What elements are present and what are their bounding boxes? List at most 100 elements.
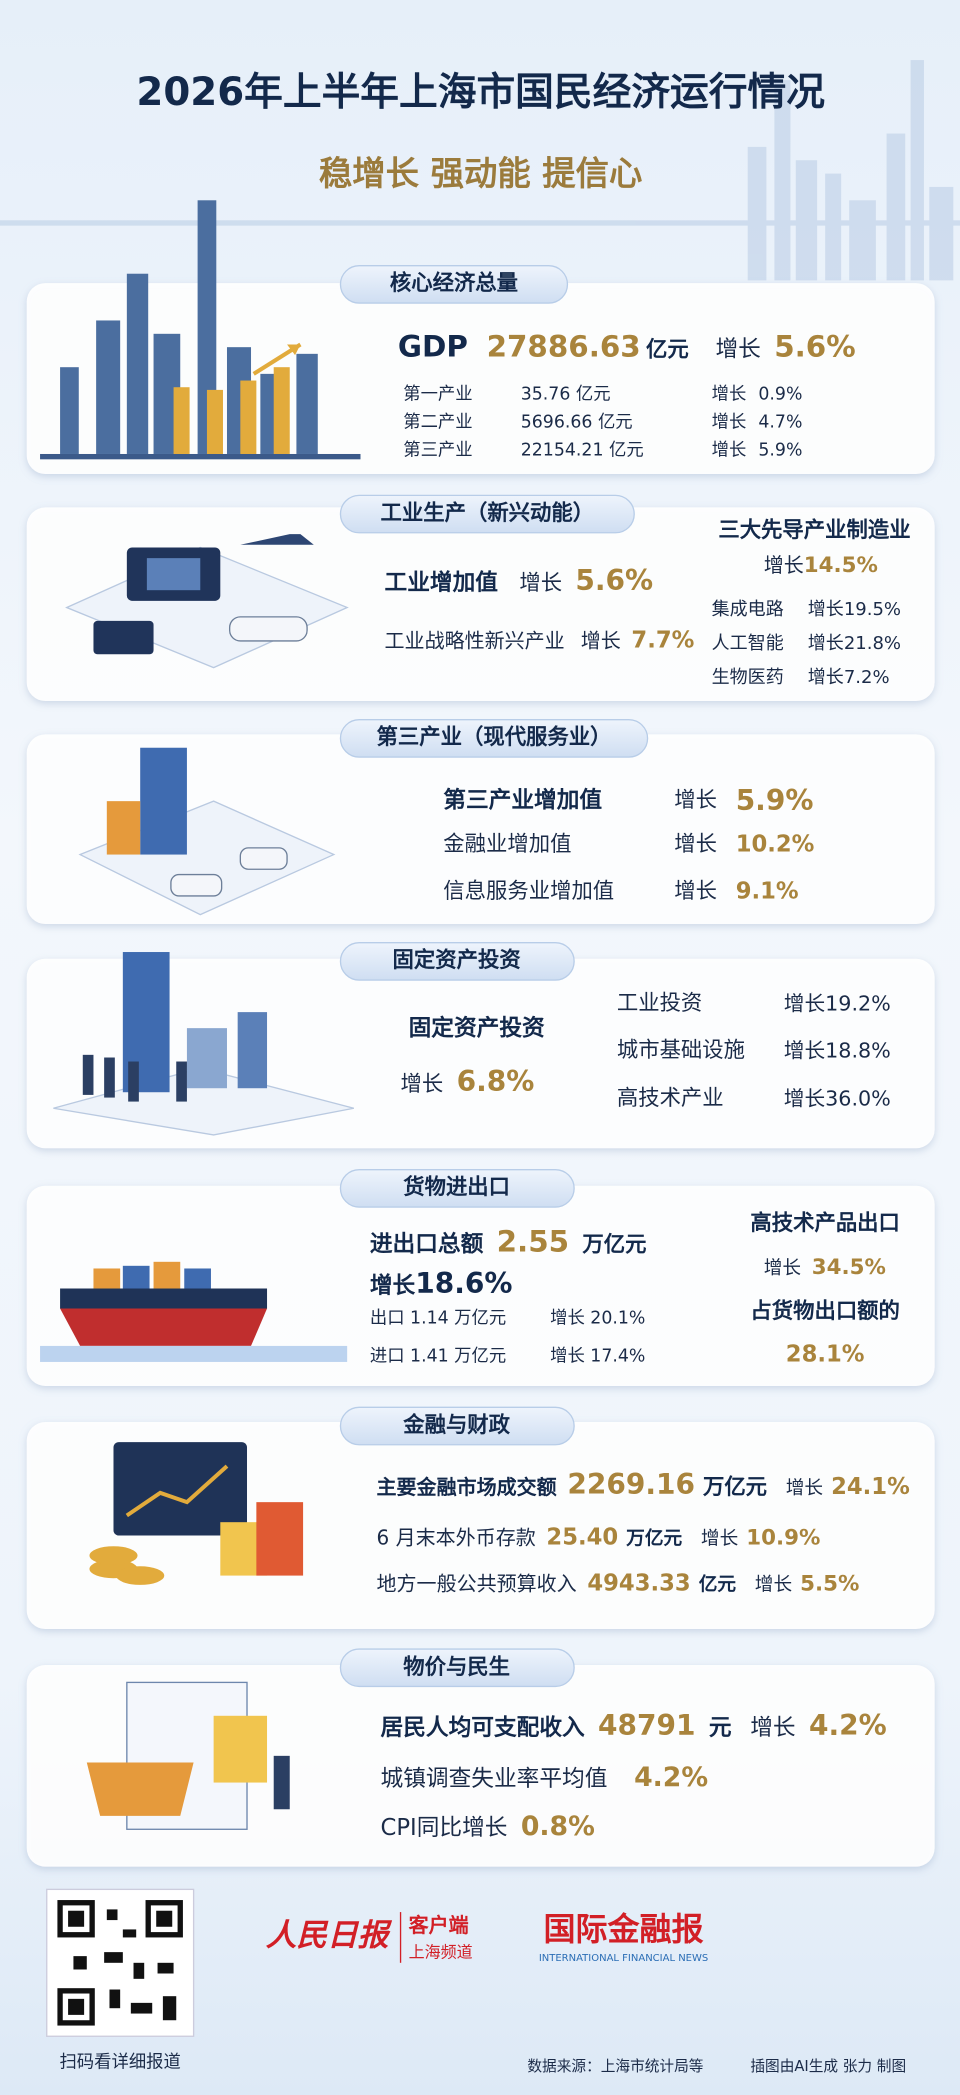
share-label: 占货物出口额的 [750,1299,900,1325]
trade-total-row: 进出口总额 2.55 万亿元 [370,1224,647,1259]
text: 5.5% [800,1570,860,1596]
text: 工业增加值 [384,569,498,596]
gdp-growth: 5.6% [774,329,856,364]
finance-row: 主要金融市场成交额 2269.16 万亿元 增长 24.1% [377,1468,910,1502]
skyline [0,60,960,281]
logo-people-daily: 人民日报 [265,1917,389,1954]
illustration-services [78,747,336,916]
text: 主要金融市场成交额 [376,1474,557,1499]
illustration-city [40,200,361,460]
text: 6.8% [456,1064,535,1098]
text: 增长 [369,1273,416,1300]
text: 10.9% [746,1525,821,1551]
text: 工业战略性新兴产业 [384,628,565,653]
section-tab: 物价与民生 [403,1654,511,1680]
logo-channel: 上海频道 [408,1942,473,1962]
text: 4.2% [808,1709,887,1743]
leading-growth: 增长21.8% [807,633,902,655]
section-tab: 固定资产投资 [392,948,521,974]
page-subtitle: 稳增长 强动能 提信心 [318,153,643,193]
growth-label: 增长 [674,832,717,858]
text: 14.5% [803,553,878,579]
text: 4943.33 [587,1569,691,1596]
investment-item: 城市基础设施 [616,1038,746,1064]
leading-growth: 增长7.2% [807,667,890,689]
text: 居民人均可支配收入 [380,1715,585,1742]
service-growth: 9.1% [735,878,799,905]
cpi-row: CPI同比增长 0.8% [381,1811,595,1843]
section-tab: 货物进出口 [403,1175,511,1201]
credit: 插图由AI生成 张力 制图 [750,2058,907,2076]
value-added-row: 工业增加值 增长 5.6% [385,564,654,598]
trade-item: 出口 1.14 万亿元 [369,1308,507,1329]
growth-label: 增长 [715,336,761,363]
text: 48791 [598,1709,696,1743]
text: 增长 [750,1715,796,1742]
logo-ifn-en: INTERNATIONAL FINANCIAL NEWS [538,1952,709,1964]
text: 4.2% [634,1762,709,1794]
text: 万亿元 [582,1232,647,1258]
unemployment-row: 城镇调查失业率平均值 4.2% [381,1762,709,1794]
strategic-row: 工业战略性新兴产业 增长 7.7% [385,627,695,654]
illustration-finance [89,1442,304,1585]
service-label: 金融业增加值 [443,832,572,858]
data-source: 数据来源：上海市统计局等 [527,2058,704,2076]
trade-growth: 增长 17.4% [550,1346,646,1367]
leading-label: 生物医药 [711,667,784,689]
investment-item: 工业投资 [616,991,703,1017]
growth-label: 增长 [674,879,717,905]
sector-label: 第二产业 [403,412,473,433]
sector-label: 第三产业 [403,440,473,461]
text: 5.6% [575,563,654,597]
illustration-livelihood [86,1681,290,1830]
text: 增长 [754,1573,793,1595]
sector-value: 22154.21 亿元 [520,440,644,461]
leading-label: 集成电路 [711,599,784,621]
trade-growth: 增长 20.1% [550,1308,646,1329]
section-tab: 工业生产（新兴动能） [380,501,595,527]
text: 增长 [763,553,804,578]
text: 万亿元 [702,1474,768,1500]
sector-growth: 4.7% [758,412,803,433]
income-row: 居民人均可支配收入 48791 元增长 4.2% [381,1710,887,1744]
sector-growth: 5.9% [758,440,803,461]
text: 34.5% [811,1255,886,1281]
text: 增长 [580,628,621,653]
growth-label: 增长 [674,788,717,814]
growth-label: 增长 [711,440,747,461]
hightech-growth-row: 增长 34.5% [764,1256,886,1282]
text: 25.40 [546,1524,619,1551]
share-value: 28.1% [785,1341,865,1368]
text: CPI同比增长 [380,1814,508,1841]
text: 24.1% [831,1473,910,1500]
logo-client: 客户端 [408,1913,469,1938]
gdp-value: 27886.63 [486,329,641,364]
text: 增长 [400,1071,444,1097]
investment-item: 高技术产业 [616,1086,724,1112]
tabs [339,265,649,1688]
service-growth: 10.2% [735,831,815,858]
text: 地方一般公共预算收入 [376,1570,577,1595]
leading-label: 人工智能 [711,633,784,655]
text: 进出口总额 [369,1231,484,1258]
trade-item: 进口 1.41 万亿元 [369,1346,507,1367]
text: 增长 [700,1528,739,1550]
hightech-title: 高技术产品出口 [750,1211,900,1237]
sector-value: 35.76 亿元 [520,384,611,405]
sector-growth: 0.9% [758,384,803,405]
text: 元 [708,1715,732,1742]
finance-row: 地方一般公共预算收入 4943.33 亿元 增长 5.5% [377,1570,860,1597]
qr-code [46,1888,195,2037]
text: 7.7% [631,627,695,654]
text: 城镇调查失业率平均值 [380,1766,608,1793]
growth-label: 增长 [711,384,747,405]
finance-row: 6 月末本外币存款 25.40 万亿元 增长 10.9% [377,1525,821,1552]
gdp-label: GDP [397,329,468,364]
text: 增长 [763,1258,802,1280]
investment-label: 固定资产投资 [408,1015,545,1042]
text: 6 月末本外币存款 [376,1525,536,1550]
service-label: 信息服务业增加值 [443,879,615,905]
page-title: 2026年上半年上海市国民经济运行情况 [136,70,825,116]
